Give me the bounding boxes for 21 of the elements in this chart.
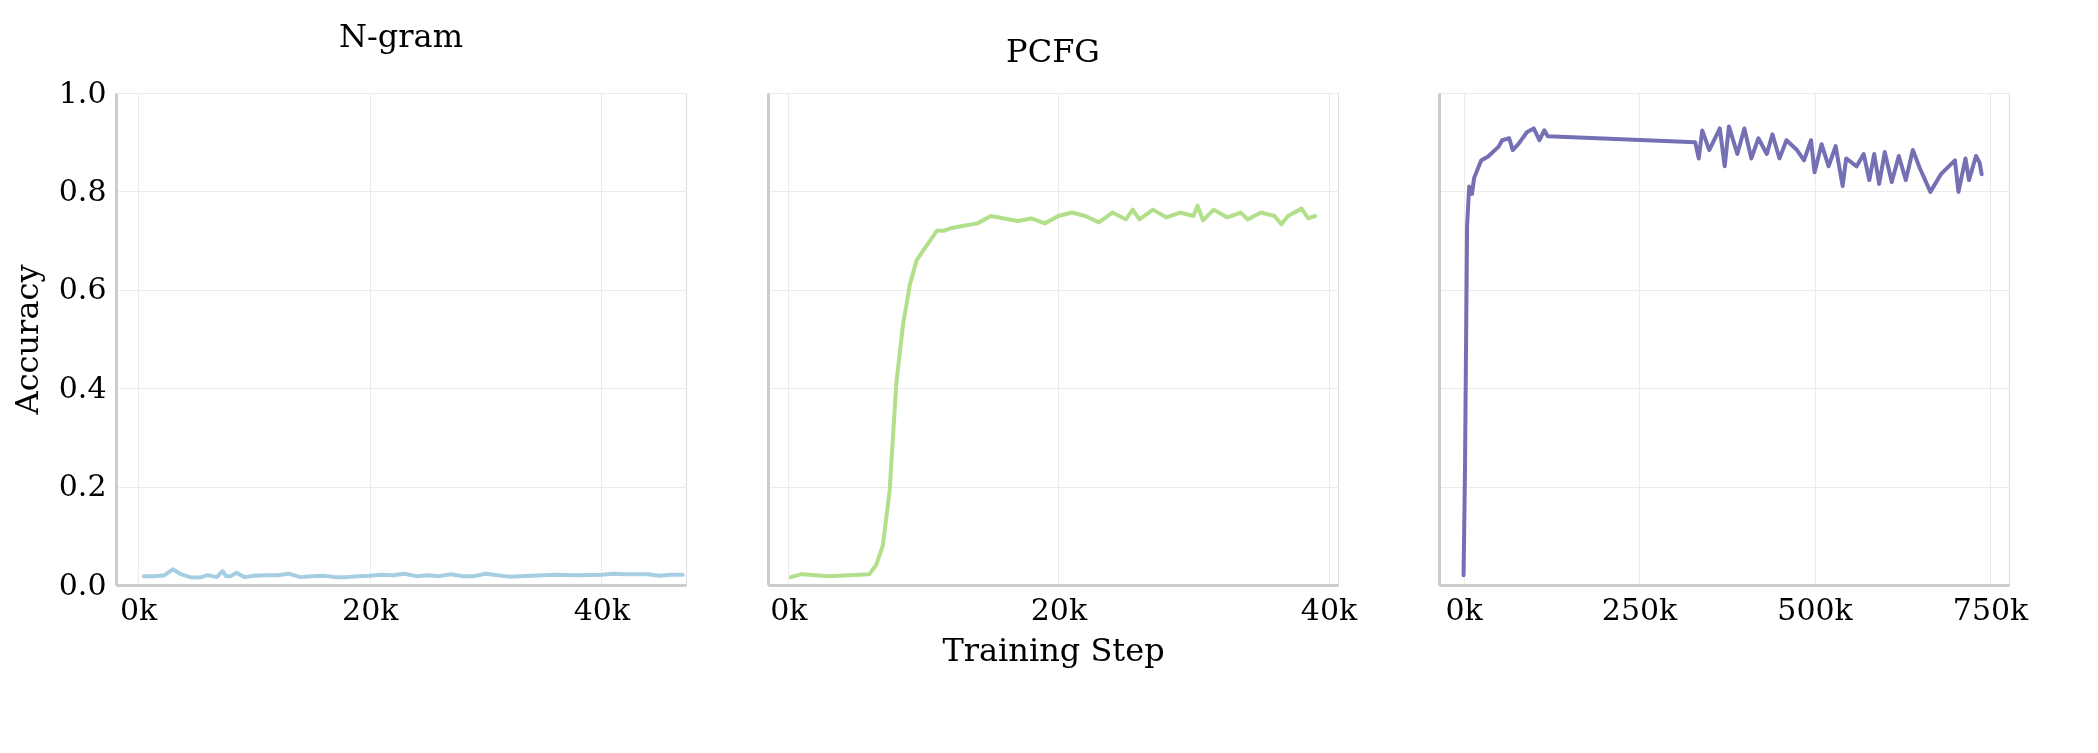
x-tick-label: 0k <box>1445 591 1484 627</box>
x-tick-label: 20k <box>342 591 400 627</box>
y-tick-label: 0.2 <box>58 468 107 504</box>
y-tick-label: 0.0 <box>58 566 107 602</box>
x-tick-label: 40k <box>1300 591 1359 627</box>
x-tick-label: 0k <box>119 591 158 627</box>
y-tick-label: 0.4 <box>58 369 107 405</box>
line-series <box>141 567 685 580</box>
x-tick-label: 500k <box>1777 591 1854 627</box>
x-axis-title: Training Step <box>942 630 1165 669</box>
chart-title: PCFG <box>1006 32 1100 70</box>
y-tick-label: 1.0 <box>58 74 107 110</box>
x-tick-label: 20k <box>1030 591 1088 627</box>
y-axis-title: Accuracy <box>7 264 46 416</box>
y-tick-label: 0.8 <box>58 172 107 208</box>
x-tick-label: 0k <box>770 591 809 627</box>
y-tick-label: 0.6 <box>58 271 107 307</box>
x-tick-label: 750k <box>1952 591 2030 627</box>
x-tick-label: 250k <box>1601 591 1679 627</box>
x-tick-label: 40k <box>573 591 631 627</box>
chart-title: N-gram <box>338 17 464 55</box>
